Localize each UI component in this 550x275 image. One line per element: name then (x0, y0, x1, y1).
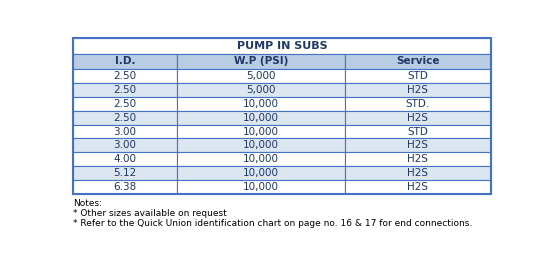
Bar (177, 69, 345, 83)
Bar (73, 180, 177, 194)
Text: STD.: STD. (406, 99, 430, 109)
Bar (73, 54, 177, 69)
Text: Notes:: Notes: (73, 199, 102, 208)
Bar (73, 97, 177, 111)
Text: STD: STD (408, 71, 428, 81)
Bar (345, 139, 491, 152)
Text: 2.50: 2.50 (113, 99, 136, 109)
Text: 2.50: 2.50 (113, 85, 136, 95)
Text: * Refer to the Quick Union identification chart on page no. 16 & 17 for end conn: * Refer to the Quick Union identificatio… (73, 219, 472, 228)
Bar (345, 125, 491, 139)
Bar (73, 152, 177, 166)
Text: 2.50: 2.50 (113, 113, 136, 123)
Text: W.P (PSI): W.P (PSI) (234, 56, 288, 67)
Text: H2S: H2S (408, 168, 428, 178)
Text: 10,000: 10,000 (243, 168, 279, 178)
Text: 5.12: 5.12 (113, 168, 136, 178)
Bar (177, 139, 345, 152)
Bar (73, 69, 177, 83)
Text: Service: Service (396, 56, 439, 67)
Text: 2.50: 2.50 (113, 71, 136, 81)
Text: 10,000: 10,000 (243, 182, 279, 192)
Bar (345, 111, 491, 125)
Bar (73, 139, 177, 152)
Bar (73, 83, 177, 97)
Text: H2S: H2S (408, 141, 428, 150)
Bar (345, 54, 491, 69)
Bar (345, 180, 491, 194)
Text: I.D.: I.D. (115, 56, 135, 67)
Text: 10,000: 10,000 (243, 141, 279, 150)
Bar (345, 83, 491, 97)
Bar (73, 125, 177, 139)
Text: PUMP IN SUBS: PUMP IN SUBS (236, 41, 327, 51)
Text: H2S: H2S (408, 182, 428, 192)
Text: 6.38: 6.38 (113, 182, 136, 192)
Text: 3.00: 3.00 (113, 126, 136, 137)
Text: 4.00: 4.00 (113, 154, 136, 164)
Bar (73, 111, 177, 125)
Text: H2S: H2S (408, 113, 428, 123)
Bar (345, 97, 491, 111)
Bar (177, 125, 345, 139)
Bar (73, 39, 491, 194)
Text: 3.00: 3.00 (113, 141, 136, 150)
Text: 10,000: 10,000 (243, 113, 279, 123)
Bar (177, 83, 345, 97)
Bar (345, 152, 491, 166)
Text: * Other sizes available on request: * Other sizes available on request (73, 208, 227, 218)
Bar (177, 180, 345, 194)
Text: 5,000: 5,000 (246, 71, 276, 81)
Bar (177, 111, 345, 125)
Bar (345, 166, 491, 180)
Text: H2S: H2S (408, 85, 428, 95)
Text: 10,000: 10,000 (243, 99, 279, 109)
Text: 10,000: 10,000 (243, 126, 279, 137)
Text: H2S: H2S (408, 154, 428, 164)
Bar (177, 97, 345, 111)
Bar (177, 152, 345, 166)
Text: 10,000: 10,000 (243, 154, 279, 164)
Bar (345, 69, 491, 83)
Bar (177, 54, 345, 69)
Text: STD: STD (408, 126, 428, 137)
Bar (73, 39, 491, 54)
Bar (73, 166, 177, 180)
Text: 5,000: 5,000 (246, 85, 276, 95)
Bar (177, 166, 345, 180)
